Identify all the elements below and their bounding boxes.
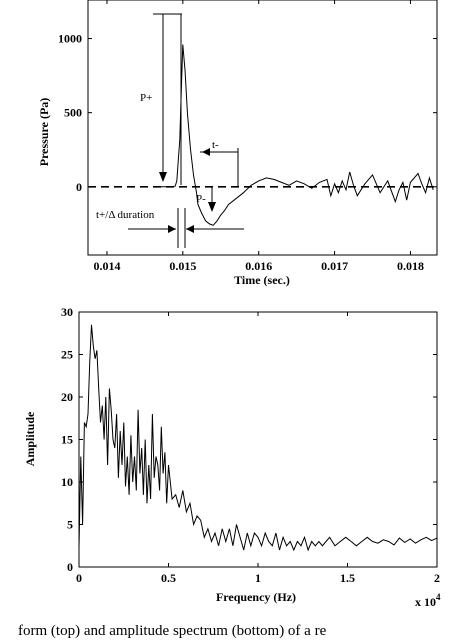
pressure-annotations: P+ t- P- t+/Δ duration [96, 13, 244, 248]
bot-x-tick-label: 0 [76, 571, 82, 585]
top-y-tick-label: 0 [76, 180, 82, 194]
spectrum-y-axis-label: Amplitude [23, 411, 37, 466]
pressure-series-line [160, 44, 434, 226]
bot-x-tick-label: 0.5 [161, 571, 176, 585]
pressure-chart: 0 500 1000 0.014 0.015 0.016 0.017 0.018 P+ t-… [37, 0, 438, 287]
bot-y-tick-label: 25 [61, 348, 73, 362]
bot-y-tick-label: 5 [67, 518, 73, 532]
top-x-tick-label: 0.018 [397, 259, 424, 273]
spectrum-series-line [78, 324, 438, 552]
pressure-y-axis-label: Pressure (Pa) [37, 98, 51, 167]
t-minus-arrowhead [202, 148, 210, 156]
figure-caption: form (top) and amplitude spectrum (botto… [18, 623, 327, 639]
p-plus-label: P+ [140, 92, 152, 104]
top-x-tick-label: 0.017 [321, 259, 348, 273]
pressure-plot-frame [87, 0, 438, 256]
p-plus-arrowhead [159, 172, 167, 182]
bot-y-tick-label: 20 [61, 390, 73, 404]
duration-label: t+/Δ duration [96, 209, 155, 221]
spectrum-x-multiplier: x 104 [415, 592, 441, 609]
top-x-tick-label: 0.014 [93, 259, 120, 273]
bot-x-tick-label: 2 [434, 571, 440, 585]
bot-x-tick-label: 1.5 [340, 571, 355, 585]
top-y-tick-label: 500 [64, 106, 82, 120]
spectrum-x-multiplier-exponent: 4 [436, 592, 441, 602]
p-minus-arrowhead [208, 202, 216, 212]
bot-y-tick-label: 0 [67, 560, 73, 574]
top-y-tick-label: 1000 [58, 32, 82, 46]
t-minus-label: t- [212, 139, 219, 151]
p-minus-label: P- [196, 193, 206, 205]
bot-y-tick-label: 15 [61, 433, 73, 447]
spectrum-x-axis-label: Frequency (Hz) [216, 590, 296, 604]
spectrum-chart: 0 5 10 15 20 25 30 0 0.5 1 1.5 2 Amplitude Frequen… [23, 305, 441, 609]
top-x-tick-label: 0.015 [169, 259, 196, 273]
bot-y-tick-label: 10 [61, 475, 73, 489]
bot-y-tick-label: 30 [61, 305, 73, 319]
bot-x-tick-label: 1 [255, 571, 261, 585]
spectrum-plot-frame [78, 311, 438, 568]
pressure-x-axis-label: Time (sec.) [234, 273, 290, 287]
duration-right-arrowhead [186, 225, 194, 233]
top-x-tick-label: 0.016 [245, 259, 272, 273]
duration-left-arrowhead [168, 225, 176, 233]
